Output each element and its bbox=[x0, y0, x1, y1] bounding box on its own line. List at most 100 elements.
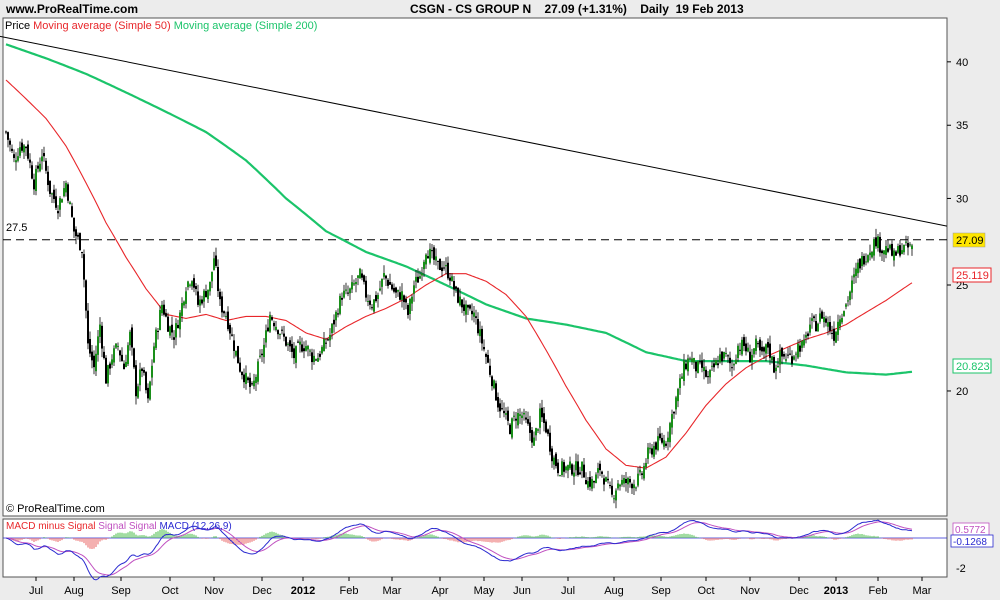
candle-body bbox=[185, 291, 187, 304]
candle bbox=[791, 350, 793, 368]
candle-body bbox=[29, 159, 31, 163]
candle bbox=[825, 315, 827, 327]
candle bbox=[597, 462, 599, 479]
candle bbox=[357, 275, 359, 286]
candle-body bbox=[281, 329, 283, 331]
candle bbox=[697, 360, 699, 374]
candle-body bbox=[223, 311, 225, 314]
candle-body bbox=[41, 156, 43, 162]
candle-body bbox=[665, 443, 667, 446]
candle bbox=[589, 471, 591, 491]
candle bbox=[595, 472, 597, 484]
candle-body bbox=[55, 196, 57, 208]
candle-body bbox=[587, 481, 589, 488]
candle bbox=[201, 295, 203, 306]
candle bbox=[749, 344, 751, 363]
candle bbox=[385, 274, 387, 286]
candle bbox=[169, 325, 171, 339]
candle-body bbox=[21, 142, 23, 151]
candle-body bbox=[309, 350, 311, 352]
candle bbox=[111, 354, 113, 369]
candle-body bbox=[603, 478, 605, 485]
candle-body bbox=[477, 319, 479, 334]
candle bbox=[623, 475, 625, 488]
candle bbox=[807, 331, 809, 340]
candle bbox=[611, 478, 613, 498]
candle bbox=[127, 342, 129, 367]
candle-body bbox=[815, 321, 817, 332]
candle-body bbox=[395, 287, 397, 293]
candle-body bbox=[835, 331, 837, 343]
candle bbox=[647, 443, 649, 464]
candle bbox=[667, 431, 669, 451]
candle-body bbox=[5, 131, 7, 133]
candle-body bbox=[445, 265, 447, 267]
candle-body bbox=[351, 282, 353, 290]
candle bbox=[55, 188, 57, 211]
candle bbox=[499, 398, 501, 418]
candle-body bbox=[745, 343, 747, 352]
candle bbox=[217, 259, 219, 297]
candle bbox=[613, 495, 615, 504]
candle-body bbox=[385, 275, 387, 279]
candle bbox=[607, 470, 609, 484]
candle bbox=[209, 281, 211, 296]
candle bbox=[501, 400, 503, 411]
candle-body bbox=[753, 348, 755, 355]
candle-body bbox=[585, 480, 587, 485]
macd-signal-line bbox=[5, 521, 913, 576]
candle bbox=[309, 348, 311, 357]
candle-body bbox=[591, 479, 593, 489]
candle bbox=[733, 362, 735, 371]
candle-body bbox=[871, 251, 873, 258]
candle-body bbox=[317, 358, 319, 362]
candle-body bbox=[377, 294, 379, 299]
candle-body bbox=[739, 349, 741, 351]
x-tick-label: Mar bbox=[383, 585, 402, 597]
candle bbox=[503, 402, 505, 418]
candle-body bbox=[841, 317, 843, 323]
candle-body bbox=[123, 363, 125, 370]
candle-body bbox=[879, 236, 881, 253]
candle bbox=[67, 182, 69, 204]
candle bbox=[5, 130, 7, 135]
candle bbox=[649, 442, 651, 454]
candle bbox=[493, 379, 495, 390]
candle-body bbox=[837, 321, 839, 335]
candle-body bbox=[35, 168, 37, 192]
candle bbox=[389, 273, 391, 285]
candle-body bbox=[475, 316, 477, 318]
candle bbox=[417, 268, 419, 283]
candle bbox=[687, 354, 689, 376]
candle-body bbox=[781, 347, 783, 357]
site-name[interactable]: www.ProRealTime.com bbox=[6, 2, 139, 16]
candle-body bbox=[99, 324, 101, 337]
candle-body bbox=[495, 383, 497, 401]
candle bbox=[467, 304, 469, 315]
candle-body bbox=[821, 311, 823, 319]
candle-body bbox=[855, 268, 857, 277]
candle-body bbox=[325, 342, 327, 344]
candle-body bbox=[463, 304, 465, 311]
candle-body bbox=[671, 414, 673, 428]
candle bbox=[311, 348, 313, 370]
candle-body bbox=[489, 365, 491, 375]
candle bbox=[215, 247, 217, 268]
candle-body bbox=[459, 296, 461, 306]
candle-body bbox=[11, 148, 13, 151]
candle-body bbox=[843, 311, 845, 316]
candle-body bbox=[177, 324, 179, 329]
candle bbox=[25, 146, 27, 157]
x-tick-label: Oct bbox=[697, 585, 714, 597]
candle bbox=[27, 140, 29, 161]
candle bbox=[663, 434, 665, 450]
candle-body bbox=[411, 296, 413, 304]
candle-body bbox=[105, 357, 107, 384]
candle-body bbox=[621, 479, 623, 485]
candle bbox=[179, 309, 181, 338]
candle-body bbox=[227, 311, 229, 330]
candle-body bbox=[25, 146, 27, 149]
candle bbox=[639, 465, 641, 476]
candle-body bbox=[63, 188, 65, 197]
